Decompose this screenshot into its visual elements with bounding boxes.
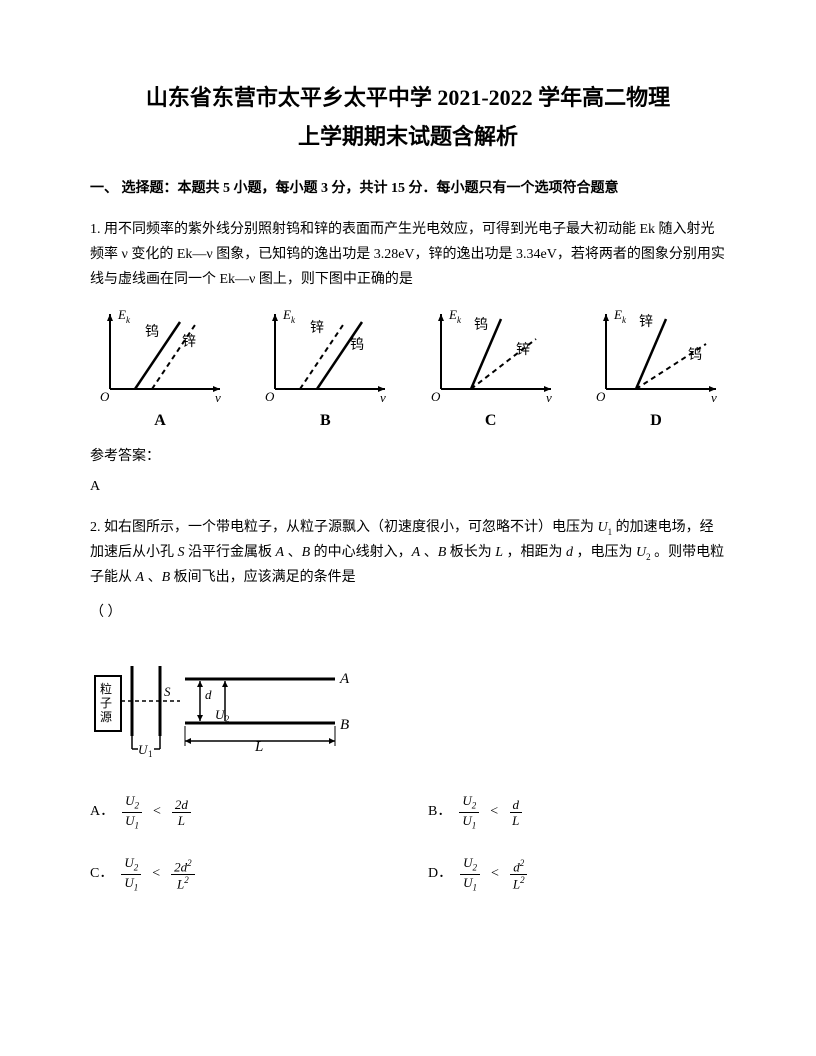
- svg-text:O: O: [100, 389, 110, 404]
- chart-a-label: A: [154, 408, 166, 434]
- chart-d: E k ν O 锌 钨 D: [586, 304, 726, 434]
- q1-answer-label: 参考答案：: [90, 446, 726, 468]
- q2-text: 2. 如右图所示，一个带电粒子，从粒子源飘入（初速度很小，可忽略不计）电压为 U…: [90, 515, 726, 591]
- option-a-letter: A．: [90, 801, 114, 823]
- q2-p8: ，电压为: [577, 545, 637, 560]
- section-header: 一、 选择题：本题共 5 小题，每小题 3 分，共计 15 分．每小题只有一个选…: [90, 178, 726, 200]
- svg-text:锌: 锌: [310, 320, 324, 336]
- svg-text:1: 1: [148, 749, 153, 759]
- q2-paren: （ ）: [90, 602, 726, 624]
- svg-text:O: O: [596, 389, 606, 404]
- q2-p2: 沿平行金属板: [188, 545, 276, 560]
- svg-text:ν: ν: [711, 390, 717, 404]
- chart-d-label: D: [650, 408, 662, 434]
- svg-text:锌: 锌: [516, 342, 530, 358]
- svg-text:粒: 粒: [100, 681, 112, 696]
- q1-text: 1. 用不同频率的紫外线分别照射钨和锌的表面而产生光电效应，可得到光电子最大初动…: [90, 217, 726, 293]
- svg-text:d: d: [205, 687, 212, 702]
- svg-text:E: E: [448, 307, 457, 322]
- q2-p3: 、: [288, 545, 302, 560]
- svg-text:ν: ν: [380, 390, 386, 404]
- svg-text:E: E: [613, 307, 622, 322]
- option-c: C． U2U1 < 2d2L2: [90, 855, 388, 893]
- q2-p11: 板间飞出，应该满足的条件是: [174, 570, 356, 585]
- q1-answer: A: [90, 476, 726, 498]
- q1-charts: E k ν O 钨 锌 A E k ν O 锌 钨 B: [90, 304, 726, 434]
- chart-a: E k ν O 钨 锌 A: [90, 304, 230, 434]
- svg-text:锌: 锌: [639, 314, 653, 330]
- chart-d-svg: E k ν O 锌 钨: [586, 304, 726, 404]
- q2-diagram: 粒 子 源 S U 1 A B d U 2 L: [90, 641, 726, 769]
- q2-p10: 、: [148, 570, 162, 585]
- svg-text:B: B: [340, 717, 349, 733]
- svg-text:钨: 钨: [350, 337, 364, 353]
- svg-text:E: E: [282, 307, 291, 322]
- q2-p4: 的中心线射入，: [314, 545, 412, 560]
- svg-text:A: A: [339, 671, 350, 687]
- chart-b-svg: E k ν O 锌 钨: [255, 304, 395, 404]
- chart-b-label: B: [320, 408, 331, 434]
- option-d-letter: D．: [428, 863, 452, 885]
- option-a: A． U2U1 < 2dL: [90, 793, 388, 831]
- chart-c: E k ν O 钨 锌 C: [421, 304, 561, 434]
- title-line2: 上学期期末试题含解析: [90, 119, 726, 154]
- q2-p6: 板长为: [450, 545, 492, 560]
- chart-c-svg: E k ν O 钨 锌: [421, 304, 561, 404]
- svg-text:源: 源: [100, 710, 112, 724]
- option-b: B． U2U1 < dL: [428, 793, 726, 831]
- svg-text:ν: ν: [546, 390, 552, 404]
- svg-text:k: k: [126, 315, 131, 325]
- svg-text:O: O: [431, 389, 441, 404]
- svg-text:L: L: [254, 739, 263, 755]
- title-line1: 山东省东营市太平乡太平中学 2021-2022 学年高二物理: [90, 80, 726, 115]
- chart-c-label: C: [485, 408, 497, 434]
- svg-text:ν: ν: [215, 390, 221, 404]
- option-d: D． U2U1 < d2L2: [428, 855, 726, 893]
- option-b-letter: B．: [428, 801, 451, 823]
- svg-text:钨: 钨: [145, 324, 159, 340]
- chart-a-svg: E k ν O 钨 锌: [90, 304, 230, 404]
- option-c-letter: C．: [90, 863, 113, 885]
- q2-diagram-svg: 粒 子 源 S U 1 A B d U 2 L: [90, 641, 370, 761]
- svg-text:E: E: [117, 307, 126, 322]
- svg-text:k: k: [622, 315, 627, 325]
- svg-text:锌: 锌: [182, 334, 196, 350]
- svg-text:k: k: [457, 315, 462, 325]
- q2-p0: 2. 如右图所示，一个带电粒子，从粒子源飘入（初速度很小，可忽略不计）电压为: [90, 520, 594, 535]
- svg-text:S: S: [164, 684, 171, 699]
- svg-text:钨: 钨: [688, 347, 702, 363]
- chart-b: E k ν O 锌 钨 B: [255, 304, 395, 434]
- svg-text:O: O: [265, 389, 275, 404]
- svg-text:k: k: [291, 315, 296, 325]
- svg-text:2: 2: [225, 714, 230, 724]
- q2-p5: 、: [424, 545, 438, 560]
- q2-options: A． U2U1 < 2dL B． U2U1 < dL C． U2U1 < 2d2…: [90, 793, 726, 893]
- svg-text:钨: 钨: [474, 317, 488, 333]
- svg-text:子: 子: [100, 696, 112, 710]
- q2-p7: ，相距为: [507, 545, 567, 560]
